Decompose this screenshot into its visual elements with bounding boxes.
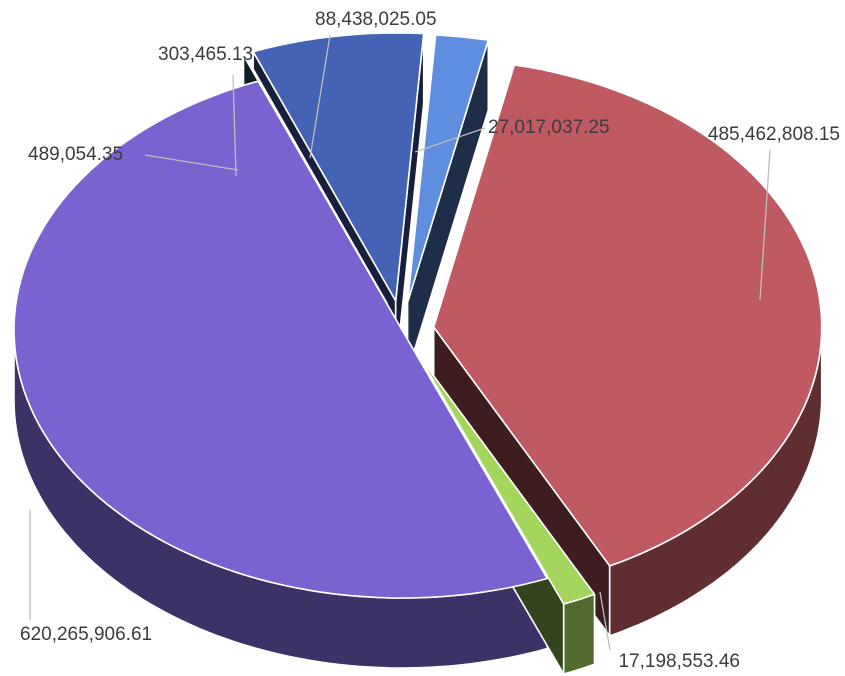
leader-line <box>759 149 771 301</box>
data-label: 17,198,553.46 <box>618 651 740 672</box>
pie-slice <box>432 64 823 567</box>
pie-slice <box>417 354 596 605</box>
leader-line <box>144 154 239 171</box>
leader-line <box>309 34 331 159</box>
data-label: 620,265,906.61 <box>20 624 152 645</box>
data-labels-layer: 485,462,808.15 17,198,553.46 620,265,906.6… <box>20 9 840 672</box>
pie-slice <box>13 80 548 599</box>
leader-line <box>599 591 611 651</box>
pie-slice <box>406 34 490 304</box>
pie-slice <box>242 52 388 304</box>
pie-slice <box>252 32 425 302</box>
data-label: 303,465.13 <box>158 44 253 65</box>
leader-lines-layer <box>29 34 771 651</box>
data-label: 485,462,808.15 <box>708 124 840 145</box>
data-label: 27,017,037.25 <box>488 117 610 138</box>
slice-tops-layer <box>13 32 823 605</box>
leader-line <box>414 127 486 153</box>
pie-slice-side <box>562 593 596 675</box>
data-label: 489,054.35 <box>28 144 123 165</box>
leader-line <box>232 74 237 177</box>
data-label: 88,438,025.05 <box>315 9 437 30</box>
